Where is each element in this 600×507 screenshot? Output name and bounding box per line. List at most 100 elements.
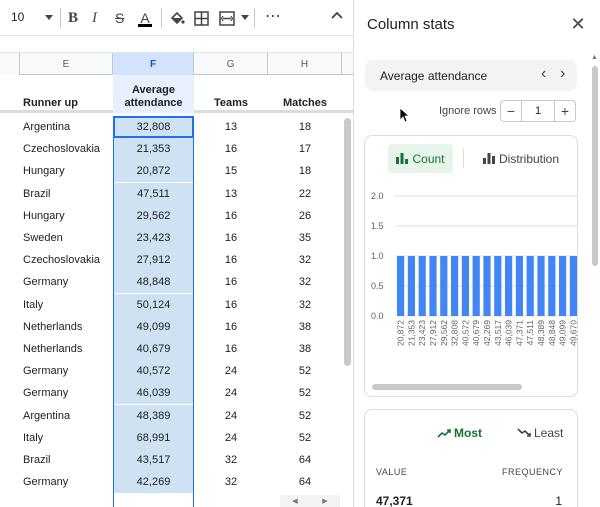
tab-most[interactable]: Most xyxy=(437,426,482,440)
cell-runner-up[interactable]: Germany xyxy=(23,365,69,378)
cell-teams[interactable]: 16 xyxy=(224,209,238,222)
horizontal-scrollbar[interactable]: ◀ ▶ xyxy=(280,495,340,507)
cell-average-attendance[interactable]: 48,389 xyxy=(113,404,194,427)
cell-matches[interactable]: 17 xyxy=(298,143,312,156)
cell-runner-up[interactable]: Germany xyxy=(23,276,69,289)
cell-matches[interactable]: 52 xyxy=(298,387,312,400)
column-header-f[interactable]: F xyxy=(113,53,194,75)
cell-matches[interactable]: 52 xyxy=(298,365,312,378)
cell-teams[interactable]: 16 xyxy=(224,298,238,311)
cell-runner-up[interactable]: Italy xyxy=(23,431,44,444)
cell-matches[interactable]: 18 xyxy=(298,121,312,133)
paint-bucket-icon[interactable] xyxy=(169,8,185,28)
cell-matches[interactable]: 22 xyxy=(298,187,312,200)
cell-average-attendance[interactable]: 48,848 xyxy=(113,271,194,294)
chevron-right-icon[interactable]: › xyxy=(560,65,566,82)
cell-matches[interactable]: 52 xyxy=(298,431,312,444)
cell-average-attendance[interactable]: 27,912 xyxy=(113,249,194,272)
ignore-rows-stepper[interactable]: − 1 + xyxy=(500,100,576,122)
italic-button[interactable]: I xyxy=(92,9,97,26)
increment-button[interactable]: + xyxy=(560,103,570,119)
vertical-scrollbar-thumb[interactable] xyxy=(344,118,351,366)
cell-runner-up[interactable]: Germany xyxy=(23,476,69,489)
cell-teams[interactable]: 13 xyxy=(224,187,238,200)
cell-average-attendance[interactable]: 49,099 xyxy=(113,315,194,338)
tab-distribution[interactable]: Distribution xyxy=(483,144,559,173)
cell-teams[interactable]: 32 xyxy=(224,476,238,489)
cell-runner-up[interactable]: Hungary xyxy=(23,209,65,222)
chart-scrollbar[interactable] xyxy=(372,384,522,390)
cell-teams[interactable]: 24 xyxy=(224,365,238,378)
cell-average-attendance[interactable]: 20,872 xyxy=(113,160,194,183)
cell-matches[interactable]: 35 xyxy=(298,232,312,244)
cell-runner-up[interactable]: Argentina xyxy=(23,409,71,422)
cell-average-attendance[interactable]: 32,808 xyxy=(113,116,194,138)
cell-matches[interactable]: 64 xyxy=(298,476,312,489)
cell-teams[interactable]: 16 xyxy=(224,320,238,333)
font-size-chevron-icon[interactable] xyxy=(45,15,53,20)
cell-teams[interactable]: 24 xyxy=(224,431,238,444)
cell-matches[interactable]: 64 xyxy=(298,454,312,466)
merge-chevron-icon[interactable] xyxy=(241,15,249,20)
cell-runner-up[interactable]: Czechoslovakia xyxy=(23,254,101,267)
cell-average-attendance[interactable]: 46,039 xyxy=(113,382,194,405)
cell-runner-up[interactable]: Brazil xyxy=(23,454,51,466)
bold-button[interactable]: B xyxy=(68,9,79,26)
cell-average-attendance[interactable]: 40,679 xyxy=(113,338,194,360)
cell-average-attendance[interactable]: 43,517 xyxy=(113,449,194,471)
cell-runner-up[interactable]: Netherlands xyxy=(23,320,83,333)
cell-average-attendance[interactable]: 47,511 xyxy=(113,182,194,205)
column-header-e[interactable]: E xyxy=(20,53,113,75)
cell-runner-up[interactable]: Sweden xyxy=(23,232,63,244)
cell-matches[interactable]: 32 xyxy=(298,298,312,311)
scroll-left-icon[interactable]: ◀ xyxy=(292,498,298,505)
cell-matches[interactable]: 32 xyxy=(298,254,312,267)
ignore-rows-input[interactable]: 1 xyxy=(521,101,555,121)
cell-matches[interactable]: 32 xyxy=(298,276,312,289)
cell-runner-up[interactable]: Hungary xyxy=(23,165,65,178)
cell-average-attendance[interactable]: 40,572 xyxy=(113,360,194,383)
header-teams[interactable]: Teams xyxy=(213,97,249,109)
header-average-attendance[interactable]: Average attendance xyxy=(113,75,194,113)
cell-matches[interactable]: 52 xyxy=(298,409,312,422)
cell-teams[interactable]: 24 xyxy=(224,387,238,400)
more-options-button[interactable]: ⋯ xyxy=(265,8,282,25)
strikethrough-button[interactable]: S xyxy=(115,10,125,26)
scroll-up-icon[interactable]: ▲ xyxy=(591,54,598,61)
merge-icon[interactable] xyxy=(219,8,235,28)
cell-teams[interactable]: 16 xyxy=(224,343,238,355)
cell-runner-up[interactable]: Germany xyxy=(23,387,69,400)
cell-average-attendance[interactable]: 29,562 xyxy=(113,204,194,227)
font-size-select[interactable]: 10 xyxy=(11,10,25,24)
text-color-button[interactable]: A xyxy=(138,8,152,28)
column-selector[interactable]: Average attendance ‹ › xyxy=(365,60,577,91)
cell-average-attendance[interactable]: 42,269 xyxy=(113,471,194,494)
cell-teams[interactable]: 16 xyxy=(224,143,238,156)
cell-matches[interactable]: 26 xyxy=(298,209,312,222)
cell-average-attendance[interactable]: 68,991 xyxy=(113,426,194,449)
borders-icon[interactable] xyxy=(194,8,209,28)
formula-bar[interactable] xyxy=(0,36,353,53)
cell-runner-up[interactable]: Argentina xyxy=(23,121,71,133)
column-header-h[interactable]: H xyxy=(268,53,342,75)
cell-teams[interactable]: 16 xyxy=(224,254,238,267)
cell-matches[interactable]: 38 xyxy=(298,343,312,355)
cell-teams[interactable]: 32 xyxy=(224,454,238,466)
column-header-g[interactable]: G xyxy=(194,53,268,75)
cell-average-attendance[interactable]: 50,124 xyxy=(113,293,194,316)
scroll-right-icon[interactable]: ▶ xyxy=(322,498,328,505)
header-runner-up[interactable]: Runner up xyxy=(23,97,78,109)
header-matches[interactable]: Matches xyxy=(282,97,328,109)
cell-average-attendance[interactable]: 21,353 xyxy=(113,138,194,161)
cell-teams[interactable]: 16 xyxy=(224,276,238,289)
cell-teams[interactable]: 24 xyxy=(224,409,238,422)
close-icon[interactable]: ✕ xyxy=(570,14,586,34)
tab-least[interactable]: Least xyxy=(517,426,563,440)
cell-runner-up[interactable]: Italy xyxy=(23,298,44,311)
cell-matches[interactable]: 18 xyxy=(298,165,312,178)
tab-count[interactable]: Count xyxy=(388,144,453,173)
cell-runner-up[interactable]: Netherlands xyxy=(23,343,83,355)
cell-average-attendance[interactable]: 23,423 xyxy=(113,227,194,249)
panel-scrollbar[interactable]: ▲ xyxy=(591,52,600,507)
cell-teams[interactable]: 16 xyxy=(224,232,238,244)
